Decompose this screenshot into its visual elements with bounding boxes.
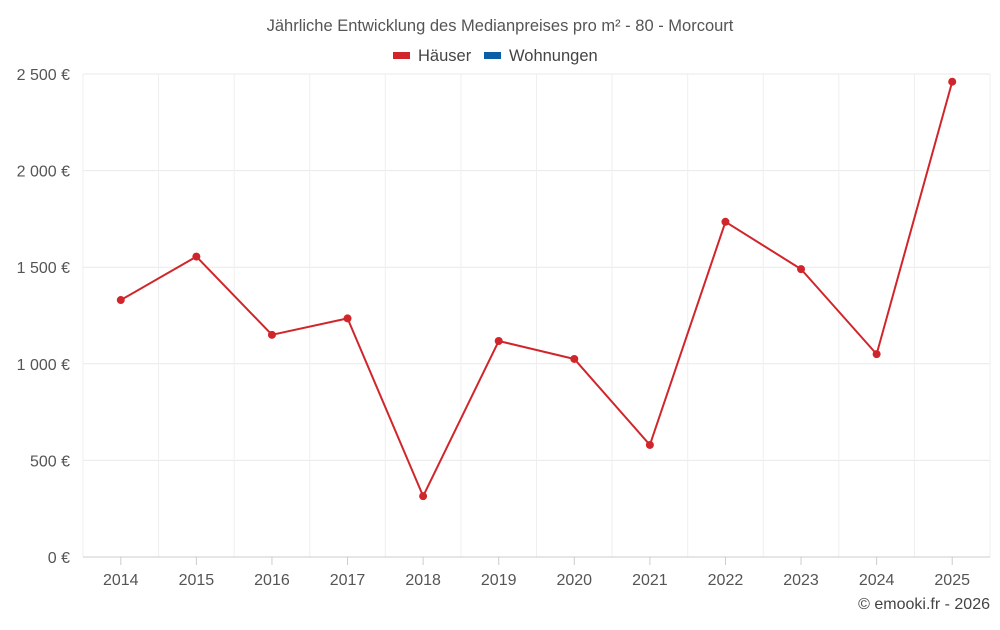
x-tick-label: 2023 (783, 572, 819, 589)
data-point (872, 350, 881, 359)
data-point (948, 77, 957, 86)
x-tick-label: 2021 (632, 572, 668, 589)
y-tick-label: 1 500 € (17, 260, 70, 277)
data-point (343, 314, 352, 323)
data-point (419, 492, 428, 501)
data-point (192, 252, 201, 261)
x-tick-label: 2018 (405, 572, 441, 589)
x-tick-label: 2014 (103, 572, 139, 589)
x-tick-label: 2017 (330, 572, 366, 589)
y-tick-label: 2 000 € (17, 164, 70, 181)
legend-swatch-apartments (484, 52, 501, 59)
legend: Häuser Wohnungen (393, 47, 598, 65)
x-tick-label: 2024 (859, 572, 895, 589)
data-point (645, 440, 654, 449)
x-tick-label: 2020 (556, 572, 592, 589)
x-tick-label: 2015 (179, 572, 215, 589)
legend-label-apartments: Wohnungen (509, 47, 598, 65)
legend-item-apartments[interactable]: Wohnungen (484, 47, 598, 65)
legend-item-houses[interactable]: Häuser (393, 47, 472, 65)
data-point (797, 265, 806, 274)
series-layer (116, 77, 957, 501)
x-tick-label: 2019 (481, 572, 517, 589)
data-point (116, 296, 125, 305)
data-point (570, 354, 579, 363)
x-tick-label: 2025 (934, 572, 970, 589)
y-tick-label: 0 € (48, 550, 70, 567)
data-point (721, 217, 730, 226)
y-tick-label: 1 000 € (17, 357, 70, 374)
x-tick-label: 2016 (254, 572, 290, 589)
credit-text: © emooki.fr - 2026 (858, 596, 990, 613)
data-point (494, 337, 503, 346)
grid (82, 73, 991, 557)
axes: 0 € 500 € 1 000 € 1 500 € 2 000 € 2 500 € 2014… (17, 67, 990, 589)
data-point (267, 330, 276, 339)
legend-swatch-houses (393, 52, 410, 59)
series-line-0 (120, 81, 954, 498)
chart-title: Jährliche Entwicklung des Medianpreises … (267, 17, 734, 35)
y-tick-label: 500 € (30, 453, 70, 470)
x-tick-label: 2022 (708, 572, 744, 589)
legend-label-houses: Häuser (418, 47, 472, 65)
y-tick-label: 2 500 € (17, 67, 70, 84)
